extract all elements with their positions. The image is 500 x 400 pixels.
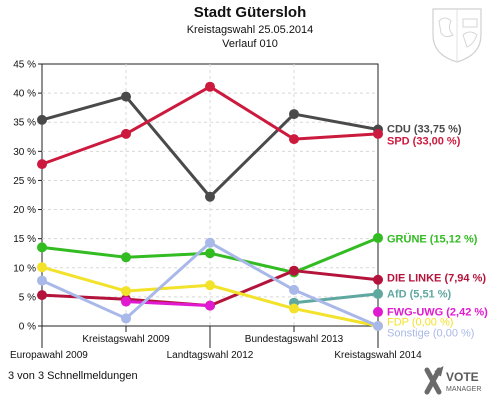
series-fwg-uwg: [121, 296, 383, 317]
x-tick-label: Bundestagswahl 2013: [245, 334, 344, 345]
series-layer: [37, 81, 383, 331]
axes: 0 % 5 % 10 % 15 % 20 % 25 % 30 % 35 % 40 % 45 % Eu…: [10, 60, 422, 362]
coat-of-arms-icon: [432, 8, 482, 63]
data-point: [289, 134, 299, 145]
x-tick-label: Kreistagswahl 2009: [82, 334, 170, 345]
data-point: [37, 159, 47, 170]
series-line: [125, 300, 211, 308]
y-tick-label: 10 %: [13, 263, 36, 274]
data-point: [37, 242, 47, 253]
data-point: [373, 274, 383, 285]
data-point: [289, 303, 299, 314]
data-point: [373, 128, 383, 139]
votemanager-logo: VOTE MANAGER: [424, 366, 481, 395]
data-point: [289, 109, 299, 120]
data-point: [205, 237, 215, 248]
data-point: [373, 306, 383, 317]
chart-subtitle-2: Verlauf 010: [222, 38, 278, 50]
y-tick-label: 25 %: [13, 176, 36, 187]
data-point: [121, 286, 131, 297]
y-tick-label: 20 %: [13, 205, 36, 216]
y-tick-label: 5 %: [19, 292, 36, 303]
series-label: Sonstige (0,00 %): [387, 328, 474, 340]
series-line: [293, 292, 379, 305]
series-label: GRÜNE (15,12 %): [387, 233, 478, 246]
status-text: 3 von 3 Schnellmeldungen: [8, 370, 138, 382]
data-point: [37, 290, 47, 301]
series-label: DIE LINKE (7,94 %): [387, 273, 486, 285]
series-spd: [37, 81, 383, 170]
data-point: [289, 284, 299, 295]
data-point: [205, 81, 215, 92]
data-point: [373, 321, 383, 331]
vote-x-icon: [424, 366, 444, 395]
series-label: CDU (33,75 %): [387, 124, 462, 136]
data-point: [121, 313, 131, 324]
data-point: [37, 275, 47, 286]
data-point: [205, 300, 215, 311]
data-point: [121, 91, 131, 102]
data-point: [37, 262, 47, 273]
data-point: [373, 232, 383, 243]
data-point: [121, 296, 131, 307]
data-point: [205, 280, 215, 291]
x-tick-label: Kreistagswahl 2014: [334, 350, 422, 361]
logo-text-vote: VOTE: [446, 370, 479, 384]
x-tick-label: Landtagswahl 2012: [167, 350, 254, 361]
series-label: FDP (0,00 %): [387, 317, 453, 329]
y-tick-label: 45 %: [13, 60, 36, 71]
y-tick-label: 40 %: [13, 89, 36, 100]
logo-text-manager: MANAGER: [446, 386, 481, 393]
y-tick-label: 35 %: [13, 118, 36, 129]
data-point: [289, 265, 299, 276]
series-label: FWG-UWG (2,42 %): [387, 307, 488, 319]
series-label: AfD (5,51 %): [387, 289, 452, 301]
y-tick-label: 30 %: [13, 147, 36, 158]
chart-title: Stadt Gütersloh: [193, 4, 307, 21]
data-point: [37, 114, 47, 125]
data-point: [205, 248, 215, 259]
x-tick-label: Europawahl 2009: [10, 350, 88, 361]
series-sonstige: [37, 237, 383, 331]
series-labels: CDU (33,75 %)SPD (33,00 %) GRÜNE (15,12 %…: [387, 124, 488, 340]
data-point: [121, 128, 131, 139]
data-point: [205, 191, 215, 202]
data-point: [121, 252, 131, 263]
series-gr-ne: [37, 232, 383, 278]
chart-subtitle: Kreistagswahl 25.05.2014: [186, 24, 314, 36]
series-label: SPD (33,00 %): [387, 136, 461, 148]
y-tick-label: 0 %: [19, 322, 36, 333]
data-point: [373, 288, 383, 299]
y-tick-label: 15 %: [13, 234, 36, 245]
